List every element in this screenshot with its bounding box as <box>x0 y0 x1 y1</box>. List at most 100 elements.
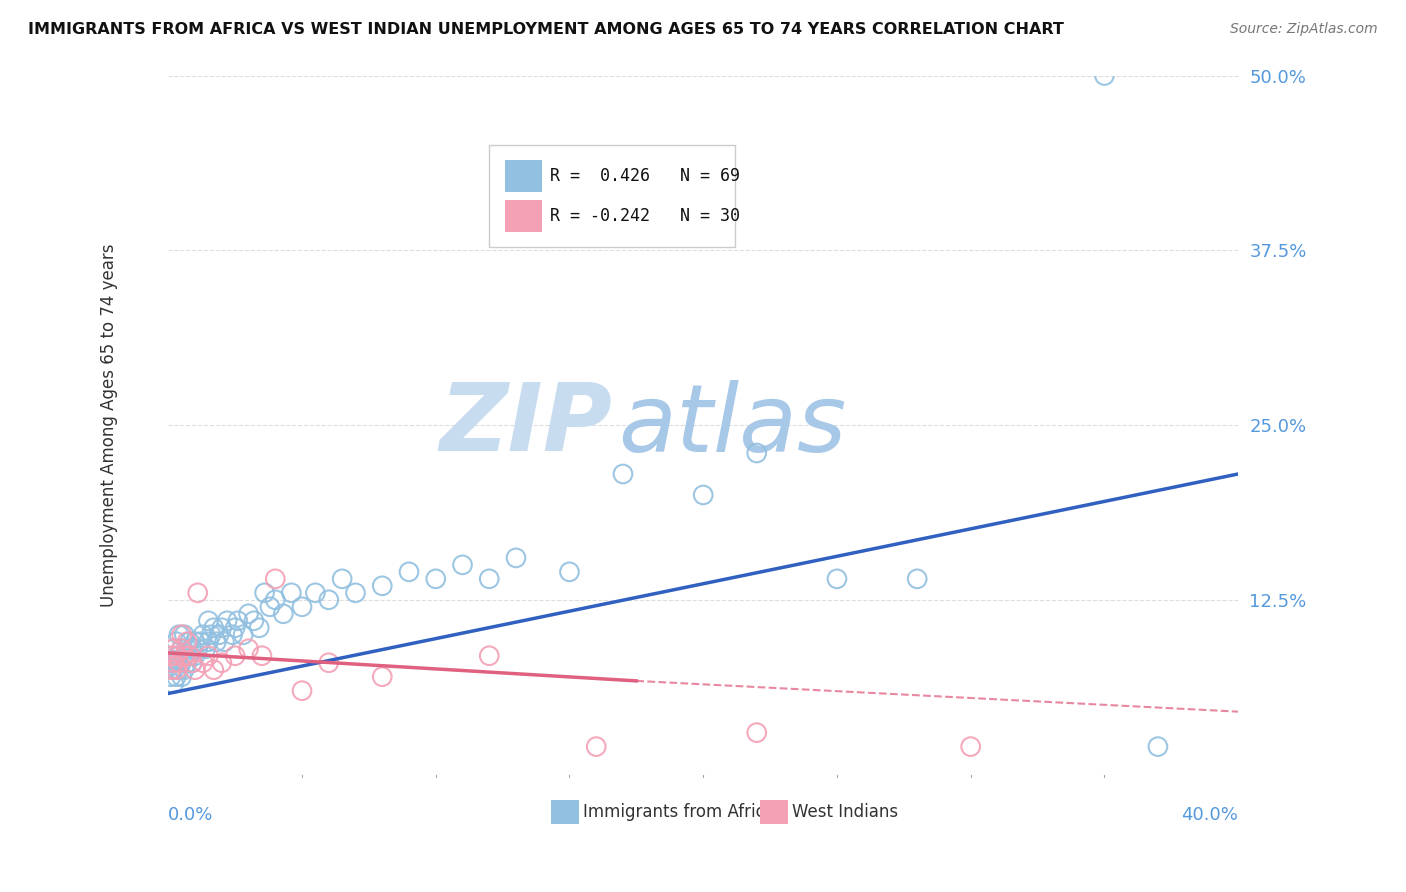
Point <box>187 641 209 656</box>
Point <box>184 663 207 677</box>
Point <box>184 648 207 663</box>
Point <box>318 592 340 607</box>
Point <box>162 656 184 670</box>
Point <box>173 628 195 642</box>
Point <box>197 614 219 628</box>
FancyBboxPatch shape <box>505 160 541 193</box>
Point <box>181 656 204 670</box>
Point <box>232 628 254 642</box>
Text: R = -0.242   N = 30: R = -0.242 N = 30 <box>550 207 740 225</box>
Text: atlas: atlas <box>617 380 846 471</box>
Text: 40.0%: 40.0% <box>1181 806 1239 824</box>
Point <box>179 634 201 648</box>
Point <box>330 572 353 586</box>
Point <box>170 670 193 684</box>
Point <box>162 641 184 656</box>
Point <box>425 572 447 586</box>
FancyBboxPatch shape <box>505 200 541 232</box>
Point <box>478 572 501 586</box>
Point <box>224 621 246 635</box>
Point <box>211 656 233 670</box>
Point <box>167 656 190 670</box>
Point <box>160 670 183 684</box>
Point <box>162 663 184 677</box>
Point <box>318 656 340 670</box>
Point <box>250 648 273 663</box>
Point <box>165 670 187 684</box>
Point <box>170 656 193 670</box>
Point <box>211 621 233 635</box>
Point <box>179 648 201 663</box>
Point <box>176 634 198 648</box>
Point <box>170 641 193 656</box>
Text: 0.0%: 0.0% <box>169 806 214 824</box>
Point <box>165 663 187 677</box>
Point <box>167 628 190 642</box>
Point <box>208 628 231 642</box>
Text: IMMIGRANTS FROM AFRICA VS WEST INDIAN UNEMPLOYMENT AMONG AGES 65 TO 74 YEARS COR: IMMIGRANTS FROM AFRICA VS WEST INDIAN UN… <box>28 22 1064 37</box>
Point <box>745 725 768 739</box>
Point <box>1094 69 1116 83</box>
Point <box>197 634 219 648</box>
Point <box>165 648 187 663</box>
Point <box>160 663 183 677</box>
Point <box>1147 739 1170 754</box>
Text: Unemployment Among Ages 65 to 74 years: Unemployment Among Ages 65 to 74 years <box>100 244 118 607</box>
Point <box>167 648 190 663</box>
Point <box>162 676 184 690</box>
Point <box>190 634 212 648</box>
Point <box>162 641 184 656</box>
Point <box>291 683 314 698</box>
Point <box>170 628 193 642</box>
Point <box>202 663 225 677</box>
Point <box>243 614 266 628</box>
Point <box>558 565 581 579</box>
Point <box>371 670 394 684</box>
Point <box>745 446 768 460</box>
Point <box>160 648 183 663</box>
Point <box>271 607 294 621</box>
Point <box>612 467 634 481</box>
Point <box>253 586 276 600</box>
Point <box>344 586 367 600</box>
Point <box>264 592 287 607</box>
Text: Immigrants from Africa: Immigrants from Africa <box>583 803 775 821</box>
Point <box>191 628 214 642</box>
Point <box>184 634 207 648</box>
Point <box>181 641 204 656</box>
Point <box>304 586 326 600</box>
Point <box>905 572 928 586</box>
Point <box>173 663 195 677</box>
Point <box>205 634 228 648</box>
Point <box>505 550 527 565</box>
Point <box>191 656 214 670</box>
Point <box>478 648 501 663</box>
Point <box>398 565 420 579</box>
Point <box>291 599 314 614</box>
Point <box>170 641 193 656</box>
Point <box>200 628 222 642</box>
Point <box>221 628 243 642</box>
Point <box>176 656 198 670</box>
Point <box>197 648 219 663</box>
Point <box>160 656 183 670</box>
Point <box>959 739 981 754</box>
Point <box>247 621 270 635</box>
Point <box>165 656 187 670</box>
Point <box>585 739 607 754</box>
Point <box>259 599 281 614</box>
Point <box>173 648 195 663</box>
Point <box>179 648 201 663</box>
Point <box>176 641 198 656</box>
Point <box>187 586 209 600</box>
Point <box>214 634 236 648</box>
Point <box>224 648 246 663</box>
Point <box>202 621 225 635</box>
Text: ZIP: ZIP <box>440 379 612 471</box>
Point <box>451 558 474 572</box>
FancyBboxPatch shape <box>489 145 735 247</box>
Point <box>194 641 217 656</box>
Point <box>692 488 714 502</box>
Point <box>825 572 848 586</box>
Point <box>238 607 260 621</box>
